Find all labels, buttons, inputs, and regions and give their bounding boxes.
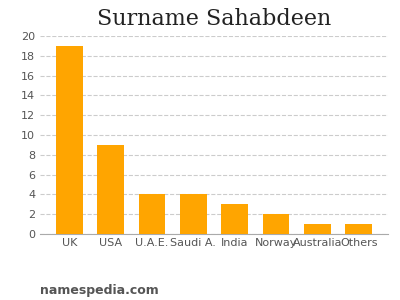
Bar [138,194,166,234]
Bar [56,46,83,234]
Bar [180,194,207,234]
Title: Surname Sahabdeen: Surname Sahabdeen [97,8,331,30]
Bar [262,214,290,234]
Text: namespedia.com: namespedia.com [40,284,159,297]
Bar [221,204,248,234]
Bar [304,224,331,234]
Bar [345,224,372,234]
Bar [97,145,124,234]
